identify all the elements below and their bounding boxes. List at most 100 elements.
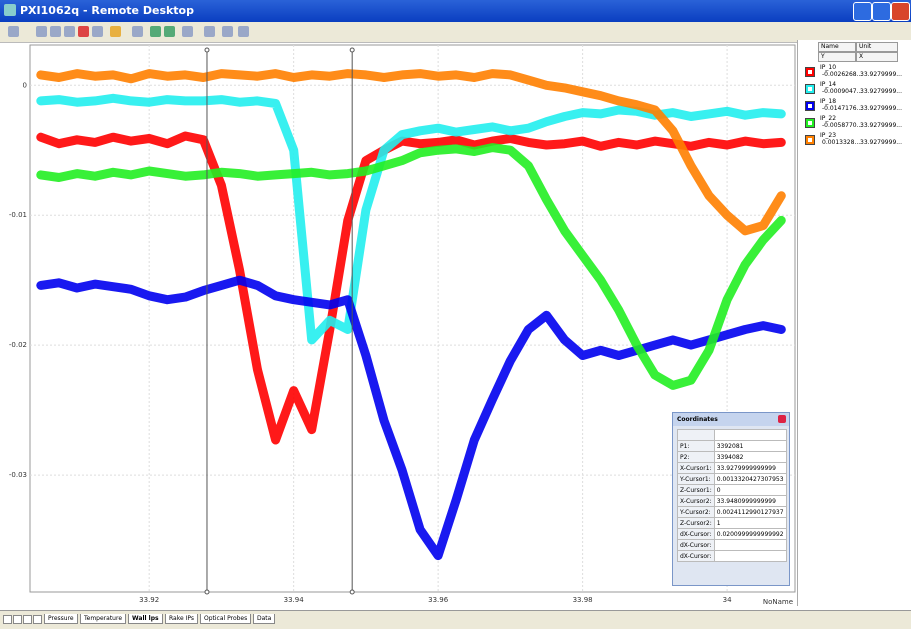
legend-x-value: 33.9279999...	[860, 71, 902, 78]
legend-name: IP_18	[820, 98, 837, 105]
legend-entry: IP_14 -0.0009047... 33.9279999...	[798, 81, 911, 97]
coord-value: 0.0013320427307953	[713, 473, 787, 485]
y-tick-label: -0.01	[9, 211, 27, 219]
tool-button[interactable]	[36, 26, 47, 37]
x-tick-label: 33.92	[139, 596, 159, 604]
nav-button[interactable]	[13, 615, 22, 624]
legend-y-value: -0.0009047...	[822, 88, 863, 95]
legend-swatch	[805, 67, 815, 77]
coord-value: 3392081	[713, 440, 787, 452]
tool-button[interactable]	[50, 26, 61, 37]
x-tick-label: 33.98	[573, 596, 593, 604]
sheet-tab[interactable]: Data	[253, 614, 276, 624]
tool-button[interactable]	[164, 26, 175, 37]
minimize-button[interactable]	[853, 2, 872, 21]
legend-entry: IP_18 -0.0147176... 33.9279999...	[798, 98, 911, 114]
series-line	[36, 143, 786, 390]
coord-label: X-Cursor2:	[677, 495, 715, 507]
column-subheader: Y	[818, 52, 856, 62]
legend-name: IP_23	[820, 132, 837, 139]
swatch-center	[808, 121, 812, 125]
toolbar	[0, 22, 911, 43]
coord-label: dX-Cursor:	[677, 528, 715, 540]
coord-row: X-Cursor1: 33.9279999999999	[677, 462, 787, 474]
coord-row: dX-Cursor:	[677, 539, 787, 551]
tool-button[interactable]	[222, 26, 233, 37]
maximize-button[interactable]	[872, 2, 891, 21]
coord-value: 1	[713, 517, 787, 529]
tool-button[interactable]	[150, 26, 161, 37]
sheet-tab[interactable]: Wall lps	[128, 614, 163, 624]
coord-label: Z-Cursor1:	[677, 484, 715, 496]
nav-button[interactable]	[23, 615, 32, 624]
legend-x-value: 33.9279999...	[860, 139, 902, 146]
coord-row: P1: 3392081	[677, 440, 787, 452]
coord-label: dX-Cursor:	[677, 539, 715, 551]
y-tick-label: -0.03	[9, 471, 27, 479]
coord-label: Y-Cursor2:	[677, 506, 715, 518]
cursor-handle	[204, 589, 210, 595]
coordinates-table: P1: 3392081 P2: 3394082 X-Cursor1: 33.9279999…	[677, 429, 787, 562]
coord-row: P2: 3394082	[677, 451, 787, 463]
coord-label: X-Cursor1:	[677, 462, 715, 474]
x-tick-label: 33.96	[428, 596, 449, 604]
nav-button[interactable]	[3, 615, 12, 624]
x-axis-label: NoName	[763, 598, 793, 606]
legend-entry: IP_10 -0.0026268... 33.9279999...	[798, 64, 911, 80]
sheet-tab[interactable]: Temperature	[80, 614, 127, 624]
coord-value: 3394082	[713, 451, 787, 463]
cursor-handle	[204, 47, 210, 53]
column-header: Unit	[856, 42, 898, 52]
coord-label: P2:	[677, 451, 715, 463]
tool-button[interactable]	[182, 26, 193, 37]
coord-label: P1:	[677, 440, 715, 452]
legend-x-value: 33.9279999...	[860, 122, 902, 129]
legend-swatch	[805, 84, 815, 94]
tool-button[interactable]	[204, 26, 215, 37]
tool-button[interactable]	[78, 26, 89, 37]
coord-row: Y-Cursor1: 0.0013320427307953	[677, 473, 787, 485]
tool-button[interactable]	[8, 26, 19, 37]
coordinates-dialog[interactable]: Coordinates P1: 3392081 P2: 3394082 X-Cursor…	[672, 412, 790, 586]
legend-y-value: 0.0013328...	[822, 139, 861, 146]
sheet-tab[interactable]: Rake IPs	[165, 614, 198, 624]
coord-row: Y-Cursor2: 0.0024112990127937	[677, 506, 787, 518]
coord-value	[713, 550, 787, 562]
nav-button[interactable]	[33, 615, 42, 624]
y-tick-label: -0.02	[9, 341, 27, 349]
tool-button[interactable]	[110, 26, 121, 37]
legend-y-value: -0.0058770...	[822, 122, 863, 129]
legend-panel: Name Unit Y X IP_10 -0.0026268... 33.92799…	[797, 40, 911, 606]
sheet-tab[interactable]: Optical Probes	[200, 614, 252, 624]
coord-value: 0.0024112990127937	[713, 506, 787, 518]
swatch-center	[808, 138, 812, 142]
tool-button[interactable]	[92, 26, 103, 37]
legend-swatch	[805, 135, 815, 145]
coord-value: 0	[713, 484, 787, 496]
legend-entry: IP_22 -0.0058770... 33.9279999...	[798, 115, 911, 131]
tool-button[interactable]	[132, 26, 143, 37]
x-tick-label: 34	[723, 596, 732, 604]
tool-button[interactable]	[238, 26, 249, 37]
series-line	[36, 69, 786, 236]
tool-button[interactable]	[64, 26, 75, 37]
close-button[interactable]	[778, 415, 786, 423]
column-subheader: X	[856, 52, 898, 62]
dialog-title: Coordinates	[673, 413, 789, 426]
coord-value: 33.9279999999999	[713, 462, 787, 474]
coord-row: Z-Cursor1: 0	[677, 484, 787, 496]
legend-name: IP_10	[820, 64, 837, 71]
close-button[interactable]	[891, 2, 910, 21]
cursor-handle	[349, 589, 355, 595]
legend-swatch	[805, 118, 815, 128]
series-line	[36, 275, 786, 561]
swatch-center	[808, 70, 812, 74]
legend-x-value: 33.9279999...	[860, 88, 902, 95]
coord-value	[713, 539, 787, 551]
x-tick-label: 33.94	[284, 596, 305, 604]
sheet-tabs: Pressure Temperature Wall lps Rake IPs Optic…	[0, 610, 911, 629]
window-title: PXI1062q - Remote Desktop	[20, 4, 194, 17]
sheet-tab[interactable]: Pressure	[44, 614, 78, 624]
